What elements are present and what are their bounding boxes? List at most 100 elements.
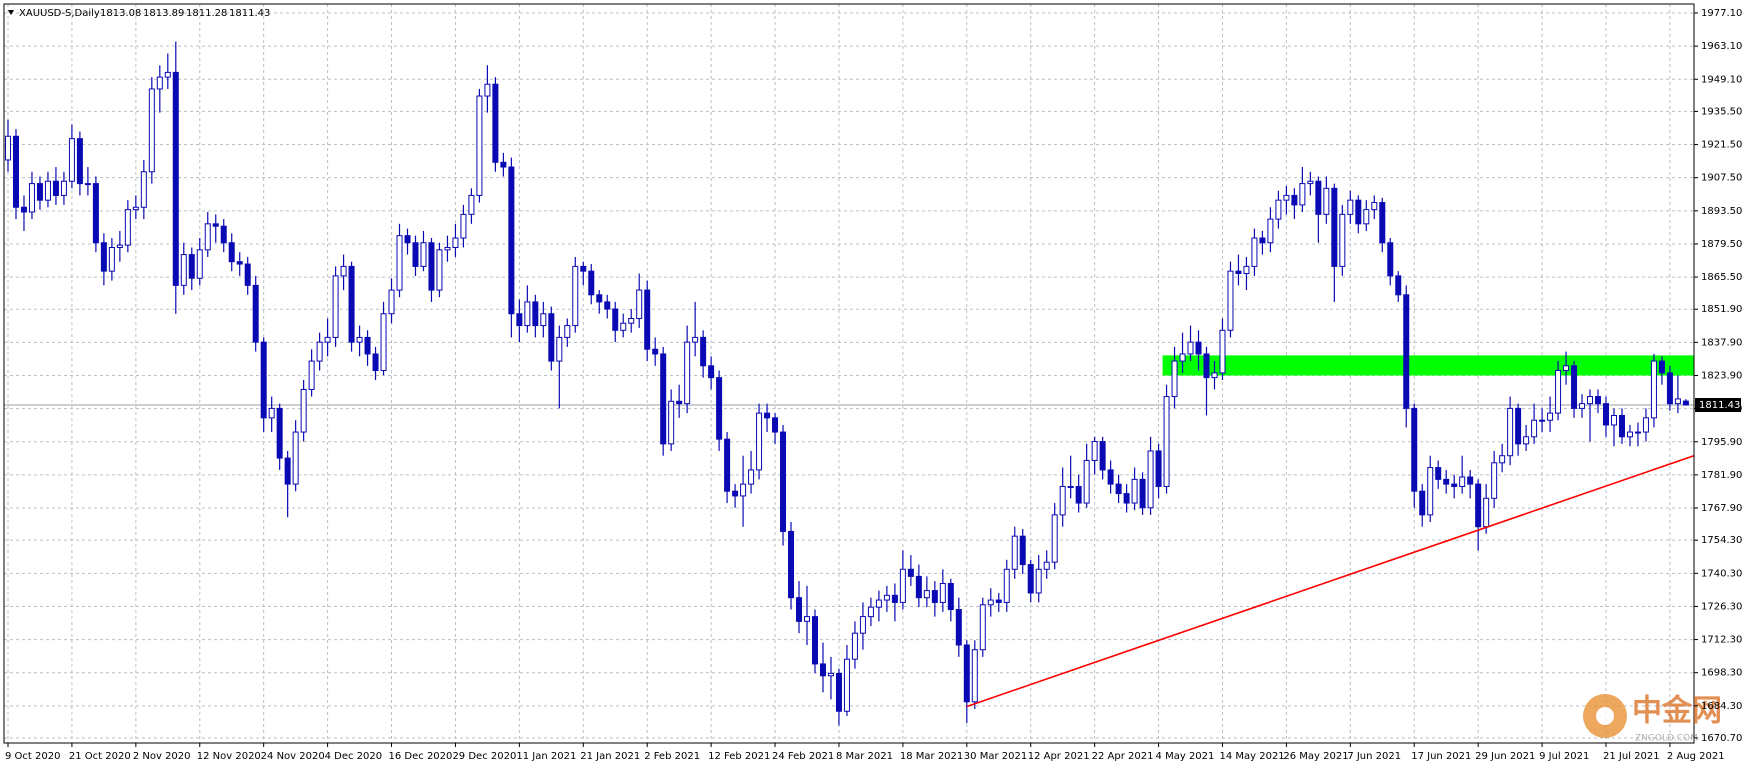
candle-body (1618, 414, 1625, 438)
candle-body (1163, 396, 1170, 487)
candle-body (1283, 194, 1290, 201)
price-label: 1811.43 (1699, 400, 1740, 411)
candle-body (1387, 242, 1394, 277)
candle-body (532, 301, 539, 327)
candle-body (1243, 265, 1250, 275)
candle-body (931, 590, 938, 603)
candle-body (1235, 270, 1242, 275)
candle-body (684, 341, 691, 405)
candle-body (68, 138, 75, 182)
candle-body (1650, 360, 1657, 419)
candle-body (708, 365, 715, 379)
candle-body (1515, 407, 1522, 445)
candle-body (1555, 370, 1562, 414)
candle-body (588, 270, 595, 296)
watermark-sub: ZNGOLD.COM (1635, 734, 1698, 744)
candle-body (276, 407, 283, 459)
x-tick-label: 7 Jun 2021 (1347, 751, 1401, 762)
candle-body (1563, 365, 1570, 372)
y-tick-label: 1921.50 (1701, 140, 1742, 151)
candle-body (140, 171, 147, 208)
candle-body (732, 490, 739, 497)
candle-body (1155, 450, 1162, 487)
y-tick-label: 1670.70 (1701, 733, 1742, 744)
candle-body (260, 341, 267, 419)
candle-body (444, 246, 451, 251)
candle-body (692, 336, 699, 343)
candle-body (484, 83, 491, 97)
candle-body (628, 317, 635, 324)
candle-body (268, 407, 275, 419)
candle-body (1467, 476, 1474, 485)
candle-body (132, 206, 139, 211)
candle-body (1379, 202, 1386, 244)
candle-body (811, 616, 818, 665)
candle-body (875, 599, 882, 608)
candle-body (652, 348, 659, 355)
x-tick-label: 18 Mar 2021 (900, 751, 963, 762)
y-tick-label: 1907.50 (1701, 173, 1742, 184)
candle-body (1331, 187, 1338, 267)
candle-body (1315, 180, 1322, 215)
candle-body (580, 265, 587, 272)
candle-body (644, 289, 651, 350)
header-low: 1811.28 (186, 8, 227, 19)
candle-body (1459, 476, 1466, 487)
candle-body (1443, 478, 1450, 485)
candle-body (995, 599, 1002, 603)
candle-body (899, 568, 906, 603)
candle-body (228, 242, 235, 263)
x-tick-label: 2 Aug 2021 (1667, 751, 1725, 762)
candle-body (604, 301, 611, 310)
y-tick-label: 1949.10 (1701, 74, 1742, 85)
candle-body (1043, 561, 1050, 570)
candle-body (52, 180, 59, 196)
candle-body (252, 284, 259, 343)
header-close: 1811.43 (229, 8, 270, 19)
y-tick-label: 1754.30 (1701, 535, 1742, 546)
candle-body (772, 417, 779, 433)
support-zone (1162, 355, 1694, 376)
candle-body (1131, 478, 1138, 504)
x-tick-label: 9 Jul 2021 (1539, 751, 1589, 762)
candle-body (1067, 485, 1074, 488)
candle-body (915, 575, 922, 599)
candle-body (963, 644, 970, 703)
candle-body (819, 663, 826, 677)
candle-body (987, 599, 994, 606)
candle-body (84, 183, 91, 186)
candle-body (1115, 483, 1122, 495)
candle-body (1259, 237, 1266, 244)
candle-body (284, 457, 291, 485)
candle-body (724, 438, 731, 492)
candle-body (827, 672, 834, 677)
candle-body (1595, 396, 1602, 405)
watermark-logo-inner (1596, 707, 1614, 725)
candle-body (1355, 199, 1362, 225)
candle-body (1682, 400, 1689, 406)
candle-body (220, 225, 227, 244)
y-tick-label: 1684.30 (1701, 701, 1742, 712)
x-tick-label: 12 Nov 2020 (197, 751, 261, 762)
x-tick-label: 16 Dec 2020 (389, 751, 453, 762)
candle-body (907, 568, 914, 577)
y-tick-label: 1823.90 (1701, 371, 1742, 382)
candle-body (12, 135, 19, 208)
candle-body (1491, 462, 1498, 499)
candle-body (500, 161, 507, 168)
candle-body (1411, 407, 1418, 492)
candle-body (1307, 180, 1314, 185)
candle-body (1451, 483, 1458, 487)
candle-body (1626, 431, 1633, 438)
price-label-box (1695, 398, 1741, 413)
candle-body (891, 594, 898, 603)
y-tick-label: 1977.10 (1701, 8, 1742, 19)
candle-body (620, 322, 627, 331)
y-tick-label: 1963.10 (1701, 41, 1742, 52)
x-tick-label: 26 May 2021 (1283, 751, 1348, 762)
trendline (966, 454, 1695, 708)
candle-body (1395, 275, 1402, 296)
candle-body (756, 412, 763, 471)
y-tick-label: 1893.50 (1701, 206, 1742, 217)
x-tick-label: 9 Oct 2020 (5, 751, 60, 762)
